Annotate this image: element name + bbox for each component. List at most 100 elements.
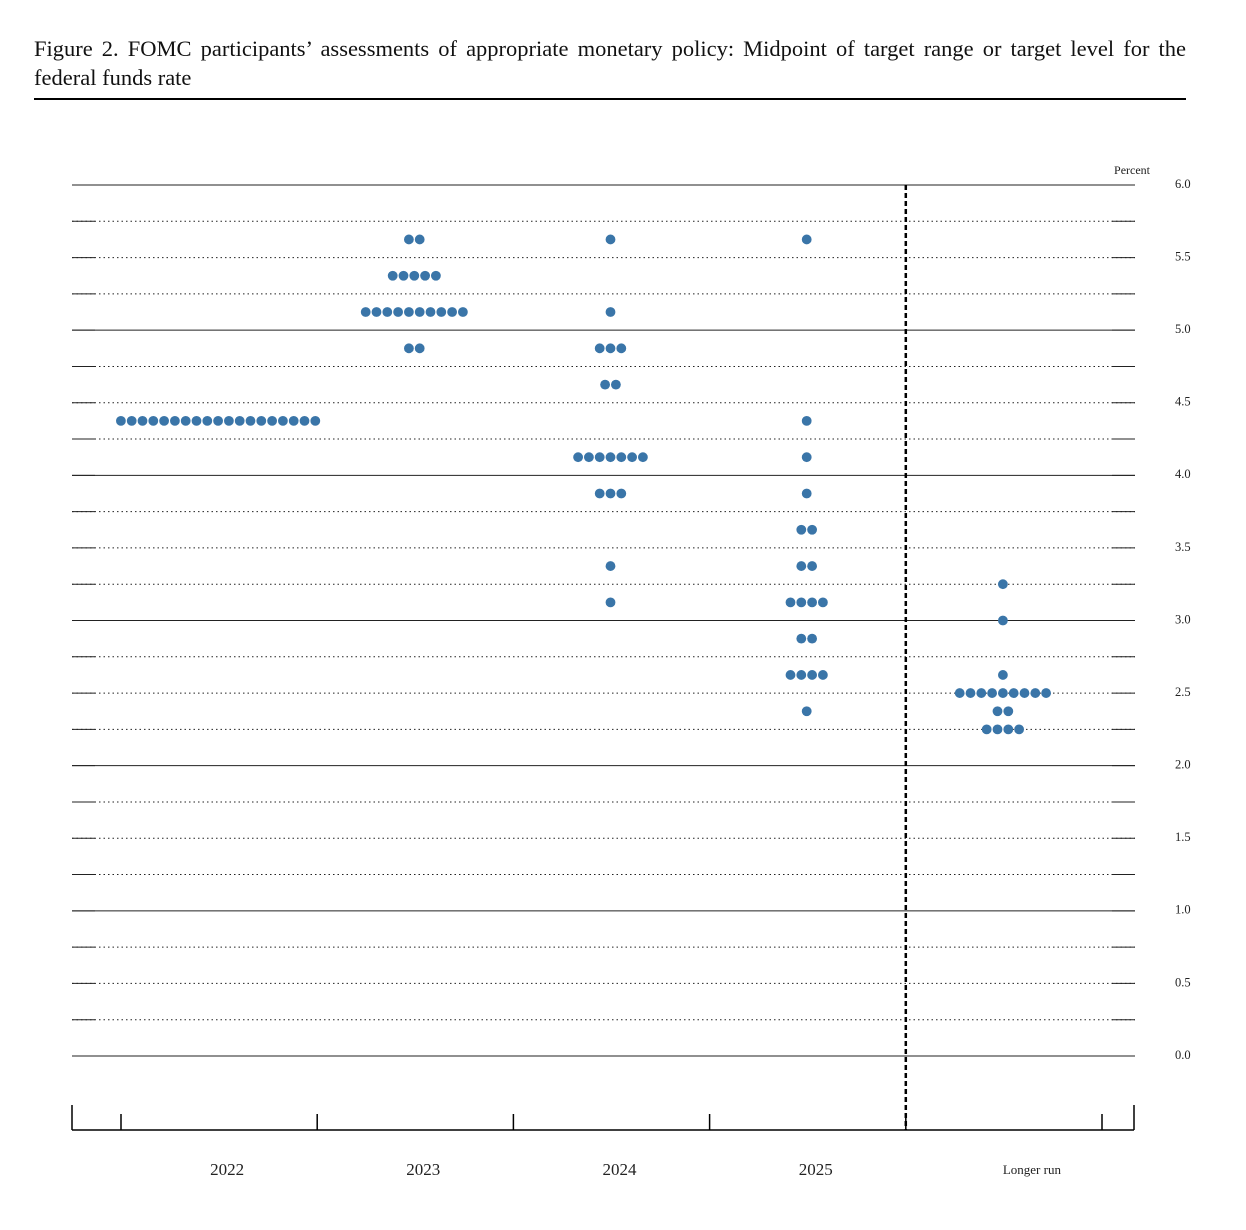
dot: [594, 488, 605, 499]
y-tick-label: 1.0: [1175, 903, 1191, 917]
dot: [818, 597, 828, 608]
dot: [801, 488, 812, 499]
dot: [638, 452, 648, 463]
dot: [404, 234, 414, 245]
dot: [801, 706, 812, 717]
dot: [431, 270, 441, 281]
dot: [436, 307, 447, 317]
y-tick-label: 5.5: [1175, 249, 1191, 263]
dot: [605, 307, 616, 317]
dot: [1014, 724, 1024, 735]
x-tick-label: 2024: [603, 1160, 638, 1179]
dot: [1030, 688, 1041, 698]
dot: [992, 706, 1003, 717]
dot: [256, 415, 267, 426]
dot: [998, 670, 1008, 680]
dot: [404, 343, 414, 354]
dot: [616, 343, 627, 354]
x-tick-label: 2025: [799, 1160, 833, 1179]
chart-title: Figure 2. FOMC participants’ assessments…: [34, 34, 1186, 100]
dot: [387, 270, 398, 281]
y-tick-label: 0.0: [1175, 1048, 1191, 1062]
dot: [796, 524, 807, 535]
dot: [180, 415, 191, 426]
dot: [278, 415, 288, 426]
y-tick-label: 5.0: [1175, 322, 1191, 336]
dot: [616, 452, 627, 463]
dot: [1003, 724, 1014, 735]
dot: [807, 597, 817, 608]
dot: [447, 307, 457, 317]
dot: [371, 307, 382, 317]
dot: [267, 415, 277, 426]
dot: [600, 379, 610, 390]
dot: [992, 724, 1003, 735]
dot: [605, 452, 616, 463]
x-tick-label: 2022: [210, 1160, 244, 1179]
dot: [420, 270, 430, 281]
dot: [116, 415, 126, 426]
dot: [796, 633, 807, 644]
dot: [605, 488, 616, 499]
dot: [360, 307, 371, 317]
y-tick-label: 2.5: [1175, 685, 1191, 699]
dot: [148, 415, 159, 426]
dot: [998, 688, 1008, 698]
dot: [213, 415, 224, 426]
dot: [976, 688, 987, 698]
x-tick-label: 2023: [406, 1160, 440, 1179]
dot: [224, 415, 234, 426]
dot: [202, 415, 213, 426]
dot: [382, 307, 393, 317]
dot: [998, 615, 1008, 626]
y-unit: Percent: [1114, 163, 1151, 177]
dot: [414, 343, 425, 354]
dot: [605, 597, 616, 608]
dot: [981, 724, 992, 735]
dot: [126, 415, 137, 426]
dot: [393, 307, 403, 317]
y-tick-label: 2.0: [1175, 758, 1191, 772]
dot: [965, 688, 976, 698]
dot: [807, 561, 817, 571]
dot: [801, 452, 812, 463]
dot: [605, 234, 616, 245]
dot: [594, 343, 605, 354]
dot: [414, 234, 425, 245]
dot: [310, 415, 321, 426]
dot: [1041, 688, 1051, 698]
dot: [954, 688, 965, 698]
dot: [1019, 688, 1030, 698]
dot: [191, 415, 202, 426]
dot: [170, 415, 180, 426]
dot: [807, 524, 817, 535]
dot: [611, 379, 621, 390]
dot: [796, 597, 807, 608]
dot: [584, 452, 594, 463]
dot: [288, 415, 299, 426]
dot: [796, 670, 807, 680]
dot: [627, 452, 637, 463]
dot: [616, 488, 627, 499]
dot: [425, 307, 436, 317]
dot: [605, 343, 616, 354]
y-tick-label: 4.5: [1175, 395, 1191, 409]
y-tick-label: 4.0: [1175, 467, 1191, 481]
dot: [159, 415, 170, 426]
dot: [818, 670, 828, 680]
dot: [785, 670, 796, 680]
dot: [807, 633, 817, 644]
dot: [594, 452, 605, 463]
y-tick-label: 1.5: [1175, 830, 1191, 844]
dot: [234, 415, 245, 426]
dot: [801, 415, 812, 426]
y-tick-label: 0.5: [1175, 975, 1191, 989]
dot: [245, 415, 256, 426]
dot: [785, 597, 796, 608]
x-tick-label: Longer run: [1003, 1162, 1062, 1177]
dot: [605, 561, 616, 571]
dot: [998, 579, 1008, 590]
y-tick-label: 3.0: [1175, 612, 1191, 626]
